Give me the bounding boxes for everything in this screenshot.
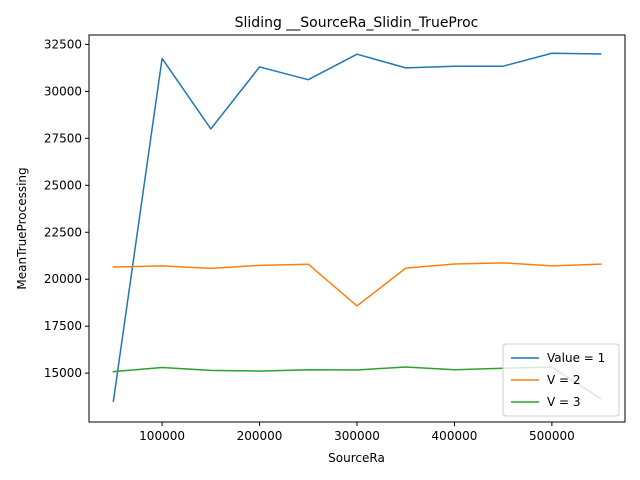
legend-label-1: Value = 1 (547, 351, 605, 365)
y-tick-label: 30000 (44, 84, 82, 98)
legend: Value = 1 V = 2 V = 3 (502, 343, 620, 417)
x-axis-label: SourceRa (328, 451, 385, 465)
plot-frame (88, 34, 626, 423)
x-tick-label: 500000 (529, 429, 575, 443)
x-axis: 100000 200000 300000 400000 500000 (139, 422, 575, 443)
y-axis: 15000 17500 20000 22500 25000 27500 30000 32500 (44, 37, 89, 380)
y-tick-label: 25000 (44, 178, 82, 192)
y-tick-label: 17500 (44, 319, 82, 333)
chart-title: Sliding __SourceRa_Slidin_TrueProc (235, 15, 479, 31)
x-tick-label: 400000 (432, 429, 478, 443)
y-tick-label: 32500 (44, 37, 82, 51)
series-line-1 (112, 52, 602, 403)
y-axis-label: MeanTrueProcessing (15, 167, 29, 289)
x-tick-label: 100000 (139, 429, 185, 443)
legend-label-2: V = 2 (547, 373, 581, 387)
legend-box (502, 343, 620, 417)
legend-label-3: V = 3 (547, 395, 581, 409)
x-tick-label: 300000 (334, 429, 380, 443)
x-tick-label: 200000 (237, 429, 283, 443)
y-tick-label: 27500 (44, 131, 82, 145)
y-tick-label: 20000 (44, 272, 82, 286)
y-tick-label: 15000 (44, 366, 82, 380)
y-tick-label: 22500 (44, 225, 82, 239)
series-line-2 (112, 262, 602, 307)
